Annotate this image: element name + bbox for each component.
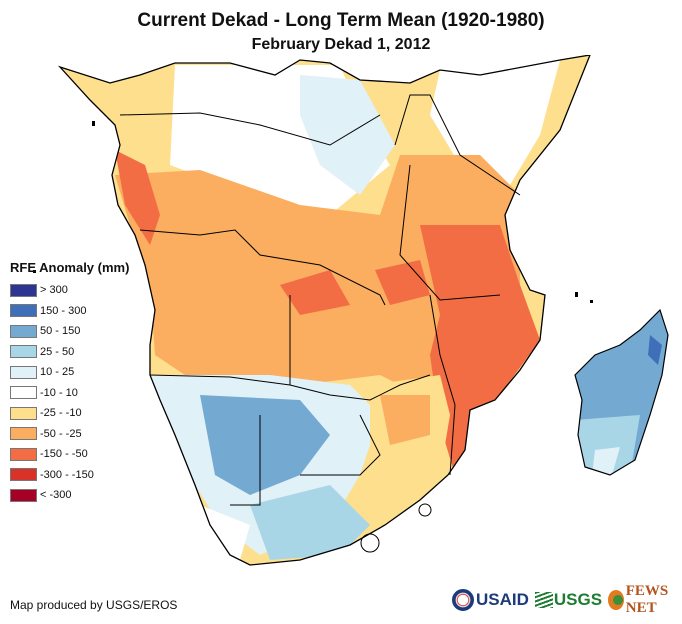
legend-title: RFE Anomaly (mm) [10,260,130,275]
legend-swatch [10,365,37,379]
legend-item: -50 - -25 [10,424,129,445]
border-north [119,112,381,146]
legend-label: -150 - -50 [40,448,88,461]
region-angola-zambia-hotspot [280,270,350,315]
legend-item: > 300 [10,280,129,301]
legend-item: 50 - 150 [10,321,129,342]
usgs-logo: USGS [534,590,603,610]
region-mozambique-tanzania [420,225,540,475]
island [33,270,36,273]
legend-item: -150 - -50 [10,444,129,465]
legend-label: 50 - 150 [40,325,81,338]
legend-swatch [10,324,37,338]
madagascar-anomaly-fill [575,310,668,475]
usaid-seal-icon [452,589,474,611]
legend-item: 10 - 25 [10,362,129,383]
border-namibia-botswana [230,415,261,506]
region-zimbabwe-dry [380,395,430,445]
legend-label: > 300 [40,284,68,297]
map-title: Current Dekad - Long Term Mean (1920-198… [137,10,545,31]
legend-item: 25 - 50 [10,342,129,363]
region-botswana-namibia [200,395,330,495]
legend-label: 10 - 25 [40,366,75,379]
usaid-text: USAID [476,590,529,609]
legend-label: -50 - -25 [40,427,82,440]
legend-item: -10 - 10 [10,383,129,404]
legend-label: 150 - 300 [40,304,87,317]
legend-swatch [10,488,37,502]
legend-swatch [10,406,37,420]
border-namibia-angola-zambia [149,374,431,401]
island [575,292,578,297]
legend-swatch [10,304,37,318]
legend-label: -25 - -10 [40,407,82,420]
region-south-africa-wet [250,485,370,560]
legend-item: < -300 [10,485,129,506]
border-lesotho [360,533,380,553]
madagascar-east-wet [648,335,662,365]
legend-label: 25 - 50 [40,345,75,358]
border-drc-angola [139,229,386,306]
legend-swatch [10,468,37,482]
madagascar-south [575,415,640,475]
region-zambia-hotspot [375,260,430,305]
globe-icon [608,590,624,610]
island [590,300,593,303]
island [92,121,95,126]
region-gabon-coast [115,150,160,245]
legend-swatch [10,283,37,297]
anomaly-map [33,55,669,566]
border-eswatini [418,503,432,517]
border-mozambique [429,294,456,476]
africa-anomaly-fill [60,55,590,565]
country-borders [119,94,521,553]
usgs-wave-icon [534,592,553,608]
legend-item: -300 - -150 [10,465,129,486]
usaid-logo: USAID [452,589,529,611]
legend-swatch [10,427,37,441]
legend-swatch [10,386,37,400]
madagascar-southtip [592,447,620,475]
logo-bar: USAID USGS FEWS NET [452,583,682,617]
border-botswana-sa [300,414,381,476]
border-east-africa [394,94,521,196]
islands [33,121,593,303]
fewsnet-logo: FEWS NET [608,583,682,617]
usgs-text: USGS [553,590,603,609]
legend-swatch [10,447,37,461]
legend-swatch [10,345,37,359]
legend-items: > 300 150 - 300 50 - 150 25 - 50 10 - 25 -10 … [10,280,129,506]
border-tanzania [399,164,501,301]
map-credit: Map produced by USGS/EROS [10,598,178,612]
legend-label: -10 - 10 [40,386,78,399]
legend-label: -300 - -150 [40,468,94,481]
legend-item: -25 - -10 [10,403,129,424]
legend: RFE Anomaly (mm) > 300 150 - 300 50 - 150 2… [10,260,129,506]
legend-label: < -300 [40,489,72,502]
map-subtitle: February Dekad 1, 2012 [251,36,431,53]
fewsnet-text: FEWS NET [625,583,669,616]
region-horn [430,60,560,185]
legend-item: 150 - 300 [10,301,129,322]
